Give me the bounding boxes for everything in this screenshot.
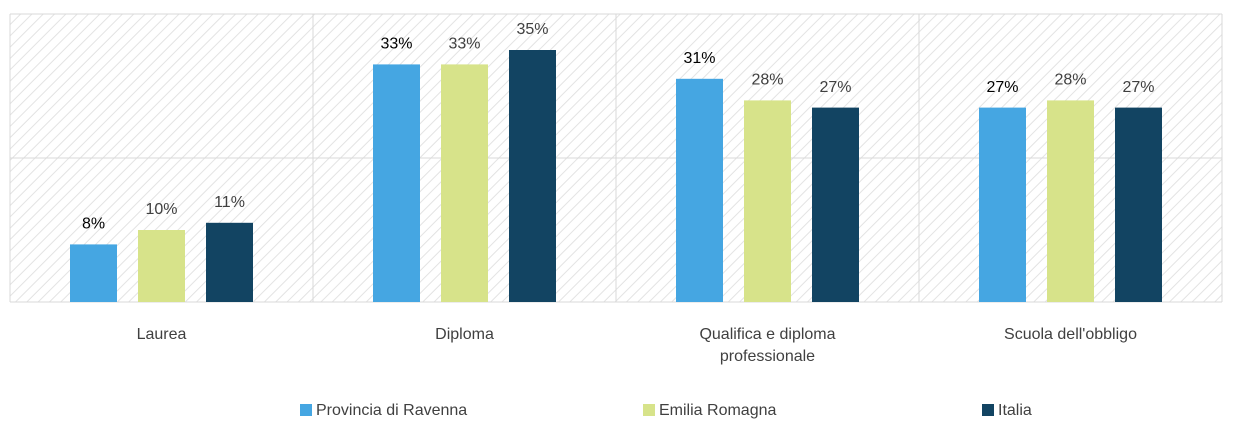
legend-swatch [300, 404, 312, 416]
data-label: 28% [751, 72, 783, 89]
data-label: 11% [214, 194, 245, 211]
legend-label: Italia [998, 402, 1032, 419]
data-label: 28% [1054, 72, 1086, 89]
bar [509, 50, 556, 302]
x-tick-label: Diploma [435, 326, 494, 343]
data-label: 31% [683, 50, 715, 67]
bar [979, 107, 1026, 302]
legend-label: Provincia di Ravenna [316, 402, 467, 419]
data-label: 10% [145, 201, 177, 218]
data-label: 33% [380, 36, 412, 53]
bar [70, 244, 117, 302]
bar [676, 78, 723, 302]
data-label: 27% [1122, 79, 1154, 96]
legend-swatch [643, 404, 655, 416]
legend-swatch [982, 404, 994, 416]
bar [1047, 100, 1094, 303]
data-label: 27% [986, 79, 1018, 96]
x-tick-label: Laurea [136, 326, 187, 343]
bar [206, 222, 253, 302]
data-label: 27% [819, 79, 851, 96]
bar [812, 107, 859, 302]
bar [1115, 107, 1162, 302]
bar [373, 64, 420, 303]
bar [138, 230, 185, 302]
bar [441, 64, 488, 303]
legend-label: Emilia Romagna [659, 402, 776, 419]
data-label: 35% [516, 21, 548, 38]
x-tick-label: Qualifica e diploma professionale [699, 326, 836, 365]
data-label: 33% [448, 36, 480, 53]
data-label: 8% [82, 216, 105, 233]
x-tick-label: Scuola dell'obbligo [1004, 326, 1137, 343]
bar [744, 100, 791, 303]
